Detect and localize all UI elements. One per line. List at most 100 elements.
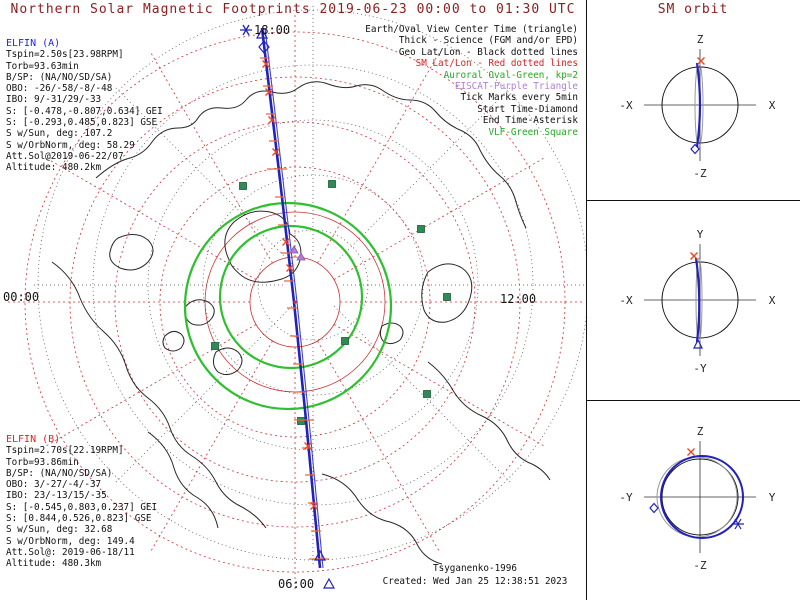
orbit-x-marker	[687, 448, 695, 456]
elfin-a-line: IBO: 9/-31/29/-33	[6, 94, 102, 106]
elfin-b-line: S w/OrbNorm, deg: 149.4	[6, 535, 135, 547]
legend-line: Tick Marks every 5min	[460, 92, 578, 104]
elfin-a-line: Tspin=2.50s[23.98RPM]	[6, 49, 124, 61]
axis-label-top: Y	[697, 228, 704, 241]
orbit-diamond	[690, 143, 700, 155]
coastline-iceland	[379, 322, 404, 345]
elfin-a-line: S w/OrbNorm, deg: 58.29	[6, 139, 135, 151]
elfin-a-line: Altitude: 480.2km	[6, 162, 102, 174]
coastline-north-america	[51, 261, 267, 529]
page-title: Northern Solar Magnetic Footprints 2019-…	[10, 2, 576, 17]
track-x-markers	[262, 60, 318, 510]
axis-label-left: -X	[619, 294, 633, 307]
elfin-b-track	[264, 27, 324, 569]
view-center-triangle-top	[255, 27, 269, 39]
elfin-b-line: S: [0.844,0.526,0.823] GSE	[6, 513, 152, 525]
view-center-triangle-bottom	[313, 549, 327, 561]
elfin-a-line: S: [-0.293,0.485,0.823] GSE	[6, 117, 158, 129]
axis-label-left: -X	[619, 99, 633, 112]
earth-circle	[661, 66, 739, 144]
start-time-diamond	[258, 40, 270, 54]
field-model-label: Tsyganenko-1996	[433, 563, 517, 574]
elfin-b-line: Altitude: 480.3km	[6, 558, 102, 570]
elfin-a-line: Torb=93.63min	[6, 60, 79, 72]
sm-orbit-panel-xy: Y -X X -Y	[619, 228, 775, 375]
elfin-b-line: Att.Sol@: 2019-06-18/11	[6, 546, 135, 558]
sm-orbit-title: SM orbit	[657, 2, 729, 17]
orbit-track	[695, 62, 702, 148]
axis-label-bottom: -Z	[693, 559, 707, 572]
legend-line: EISCAT-Purple Triangle	[454, 81, 578, 93]
legend-line: End Time-Asterisk	[482, 115, 578, 127]
orbit-track	[660, 455, 744, 539]
legend-line: Earth/Oval View Center Time (triangle)	[365, 24, 578, 35]
legend-line: Geo Lat/Lon - Black dotted lines	[398, 46, 578, 58]
sm-orbit-panel-xz: Z -X X -Z	[619, 33, 775, 180]
axis-label-top: Z	[697, 425, 704, 438]
coastline-alaska	[109, 234, 154, 271]
geo-grid	[33, 5, 586, 565]
elfin-a-line: OBO: -26/-58/-8/-48	[6, 83, 113, 95]
elfin-b-line: S w/Sun, deg: 32.68	[6, 524, 113, 536]
eiscat-triangles	[289, 245, 306, 261]
legend-line: Start Time-Diamond	[477, 103, 578, 115]
label-triangle-bottom	[322, 577, 336, 589]
elfin-a-line: B/SP: (NA/NO/SD/SA)	[6, 71, 113, 83]
elfin-b-info-block: ELFIN (B) Tspin=2.70s[22.19RPM] Torb=93.…	[6, 434, 157, 570]
map-canvas	[7, 5, 586, 590]
elfin-b-line: OBO: 3/-27/-4/-37	[6, 479, 102, 491]
coastline-arctic-islands	[162, 299, 243, 376]
credits-block: Tsyganenko-1996 Created: Wed Jan 25 12:3…	[350, 562, 600, 588]
elfin-a-title: ELFIN (A)	[6, 38, 61, 49]
legend-line: VLF-Green Square	[488, 126, 578, 138]
created-timestamp: Created: Wed Jan 25 12:38:51 2023	[382, 576, 568, 587]
legend-line: SM Lat/Lon - Red dotted lines	[415, 58, 578, 70]
elfin-a-track	[260, 27, 322, 569]
panel-dividers	[586, 0, 800, 600]
mlt-label-18: 18:00	[254, 23, 291, 37]
map-legend: Earth/Oval View Center Time (triangle) T…	[330, 24, 578, 138]
end-time-asterisk	[240, 24, 252, 36]
elfin-a-info-block: ELFIN (A) Tspin=2.50s[23.98RPM] Torb=93.…	[6, 38, 163, 174]
pole-marker	[293, 300, 297, 304]
vlf-squares	[211, 180, 451, 425]
sm-grid	[7, 14, 583, 590]
elfin-b-line: Tspin=2.70s[22.19RPM]	[6, 445, 124, 457]
axis-label-bottom: -Y	[693, 362, 707, 375]
axis-label-right: X	[769, 294, 776, 307]
orbit-x-marker	[697, 57, 705, 65]
elfin-a-line: S w/Sun, deg: 107.2	[6, 128, 113, 140]
coastline-eurasia	[95, 81, 527, 229]
elfin-b-title: ELFIN (B)	[6, 434, 61, 445]
coastline-greenland	[224, 210, 302, 283]
axis-label-left: -Y	[619, 491, 633, 504]
coastline-scandinavia	[421, 263, 473, 323]
orbit-track	[694, 257, 701, 343]
elfin-a-line: S: [-0.478,-0.807,0.634] GEI	[6, 105, 163, 117]
sm-orbit-panel-yz: Z -Y Y -Z	[619, 425, 775, 572]
coastline-europe	[427, 361, 551, 481]
satellite-track	[240, 24, 336, 589]
orbit-x-marker	[690, 252, 698, 260]
legend-line: Auroral Oval-Green, kp=2	[443, 69, 578, 81]
legend-line: Thick - Science (FGM and/or EPD)	[398, 35, 578, 47]
axis-label-right: Y	[769, 491, 776, 504]
orbit-asterisk	[732, 518, 744, 530]
elfin-b-line: IBO: 23/-13/15/-35	[6, 490, 107, 502]
elfin-a-line: Att.Sol@2019-06-22/07	[6, 150, 124, 162]
five-min-tick-marks	[260, 57, 329, 560]
coastline-east-asia	[321, 473, 443, 565]
coastline-atlantic	[147, 431, 219, 529]
orbit-triangle	[693, 338, 703, 349]
axis-label-top: Z	[697, 33, 704, 46]
axis-label-right: X	[769, 99, 776, 112]
elfin-b-line: Torb=93.86min	[6, 456, 79, 468]
auroral-oval	[183, 201, 393, 411]
elfin-b-line: S: [-0.545,0.803,0.237] GEI	[6, 501, 158, 513]
sm-orbit-canvas: Z -X X -Z Y -X X -Y	[586, 0, 800, 600]
elfin-b-line: B/SP: (NA/NO/SD/SA)	[6, 467, 113, 479]
mlt-label-12: 12:00	[500, 292, 537, 306]
continent-outlines	[51, 81, 551, 565]
mlt-label-00: 00:00	[3, 290, 40, 304]
